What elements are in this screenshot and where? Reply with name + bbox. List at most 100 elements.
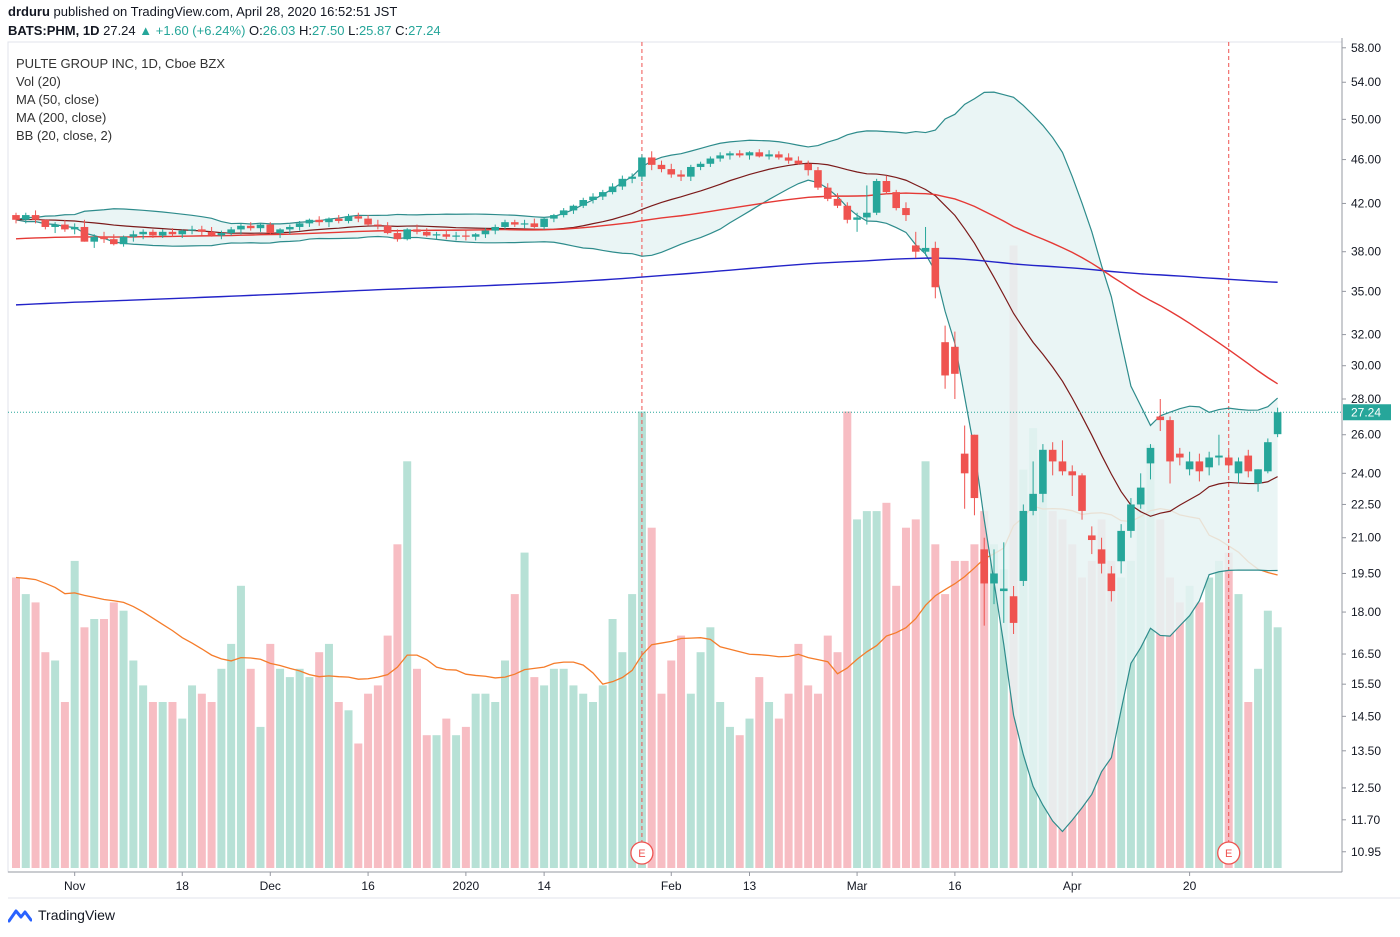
volume-bar xyxy=(403,461,412,868)
volume-bar xyxy=(1156,519,1165,868)
candle-body xyxy=(70,226,79,230)
volume-bar xyxy=(422,735,431,868)
candle-body xyxy=(696,163,705,167)
y-tick-label: 54.00 xyxy=(1351,75,1381,89)
candle-body xyxy=(51,224,59,227)
bollinger-middle-line xyxy=(15,162,1278,517)
symbol-label: BATS:PHM, 1D xyxy=(8,23,100,38)
indicator-legend: PULTE GROUP INC, 1D, Cboe BZX Vol (20) M… xyxy=(16,55,225,145)
candle-body xyxy=(941,342,949,376)
volume-bar xyxy=(1244,702,1253,868)
candle-body xyxy=(1205,457,1213,468)
publisher-name[interactable]: drduru xyxy=(8,4,50,19)
volume-bar xyxy=(393,544,402,868)
candle-body xyxy=(1068,471,1077,476)
volume-bar xyxy=(383,635,392,868)
volume-bar xyxy=(178,718,187,868)
legend-bb[interactable]: BB (20, close, 2) xyxy=(16,128,113,143)
y-tick-label: 46.00 xyxy=(1351,153,1381,167)
legend-ma50[interactable]: MA (50, close) xyxy=(16,92,100,107)
candle-body xyxy=(1048,449,1057,462)
volume-bar xyxy=(735,735,744,868)
candle-body xyxy=(1009,596,1018,623)
volume-bar xyxy=(1166,577,1175,868)
candle-body xyxy=(687,166,695,177)
candle-body xyxy=(902,208,910,216)
y-tick-label: 26.00 xyxy=(1351,428,1381,442)
legend-title[interactable]: PULTE GROUP INC, 1D, Cboe BZX xyxy=(16,56,226,71)
footer-brand[interactable]: TradingView xyxy=(8,907,115,923)
candle-body xyxy=(41,219,50,227)
x-tick-label: Apr xyxy=(1063,879,1082,893)
earnings-marker: E xyxy=(630,841,654,865)
legend-volume[interactable]: Vol (20) xyxy=(16,74,61,89)
volume-bar xyxy=(843,411,852,868)
volume-bar xyxy=(217,668,226,868)
earnings-marker-circle xyxy=(630,841,654,865)
volume-bar xyxy=(1273,627,1282,868)
bollinger-lower-line xyxy=(15,179,1278,833)
y-tick-label: 24.00 xyxy=(1351,466,1381,480)
volume-bar xyxy=(579,693,588,868)
x-tick-label: Dec xyxy=(260,879,281,893)
candle-body xyxy=(374,224,382,226)
candle-body xyxy=(853,217,861,220)
candle-body xyxy=(471,234,480,237)
candle-body xyxy=(1195,461,1204,472)
candle-body xyxy=(647,157,656,165)
x-tick-label: 20 xyxy=(1183,879,1197,893)
candle-body xyxy=(295,223,304,227)
legend-ma200[interactable]: MA (200, close) xyxy=(16,110,107,125)
candle-body xyxy=(1224,457,1233,466)
open-value: 26.03 xyxy=(262,23,296,38)
candle-body xyxy=(960,453,969,474)
candle-body xyxy=(305,219,314,224)
candle-body xyxy=(61,224,69,230)
volume-bar xyxy=(872,511,881,868)
candle-body xyxy=(1097,549,1106,564)
candle-body xyxy=(755,152,764,157)
volume-bar xyxy=(1126,560,1135,868)
volume-bar xyxy=(980,511,989,868)
volume-bar xyxy=(1205,577,1214,868)
volume-bar xyxy=(853,519,862,868)
volume-bar xyxy=(520,552,529,868)
candle-body xyxy=(765,154,773,157)
candle-body xyxy=(863,212,871,218)
candle-body xyxy=(1254,469,1262,484)
volume-bar xyxy=(246,668,255,868)
volume-bar xyxy=(804,685,813,868)
volume-bar xyxy=(608,619,617,868)
price-change: +1.60 (+6.24%) xyxy=(155,23,246,38)
x-tick-label: 13 xyxy=(743,879,757,893)
volume-bar xyxy=(276,668,285,868)
candle-body xyxy=(520,223,529,225)
candle-body xyxy=(1146,447,1155,464)
volume-bar xyxy=(41,652,50,868)
candle-body xyxy=(784,157,793,161)
candle-body xyxy=(559,210,568,216)
volume-bar xyxy=(549,668,558,868)
open-label: O: xyxy=(249,23,263,38)
candle-body xyxy=(158,231,167,236)
x-tick-label: Nov xyxy=(64,879,85,893)
ma200-line xyxy=(15,257,1278,306)
y-tick-label: 16.50 xyxy=(1351,647,1381,661)
candle-body xyxy=(501,222,509,227)
candle-body xyxy=(21,215,30,220)
candle-body xyxy=(110,239,118,245)
candle-body xyxy=(178,230,187,235)
volume-bar xyxy=(491,702,500,868)
volume-bar xyxy=(569,685,578,868)
candle-body xyxy=(990,573,998,584)
high-value: 27.50 xyxy=(311,23,345,38)
candle-body xyxy=(383,225,392,234)
candle-body xyxy=(227,229,235,234)
candle-body xyxy=(1039,449,1047,494)
candle-body xyxy=(149,231,157,236)
volume-bar xyxy=(1263,610,1272,868)
volume-bar xyxy=(530,677,539,868)
candle-body xyxy=(286,226,294,230)
volume-bar xyxy=(158,702,167,868)
